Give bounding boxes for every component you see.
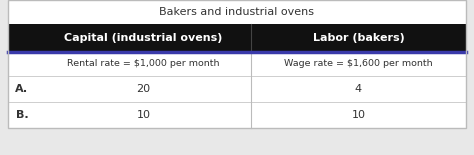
Text: 10: 10	[352, 110, 365, 120]
Bar	[8, 24, 466, 52]
Text: Capital (industrial ovens): Capital (industrial ovens)	[64, 33, 223, 43]
Text: 20: 20	[137, 84, 151, 94]
Text: B.: B.	[16, 110, 28, 120]
Bar	[8, 52, 466, 76]
Bar	[8, 0, 466, 128]
Text: A.: A.	[16, 84, 28, 94]
Bar	[8, 76, 466, 102]
Text: Labor (bakers): Labor (bakers)	[313, 33, 404, 43]
Text: 4: 4	[355, 84, 362, 94]
Bar	[8, 0, 466, 24]
Text: Rental rate = $1,000 per month: Rental rate = $1,000 per month	[67, 60, 220, 69]
Bar	[8, 0, 466, 128]
Text: Wage rate = $1,600 per month: Wage rate = $1,600 per month	[284, 60, 433, 69]
Bar	[8, 102, 466, 128]
Text: 10: 10	[137, 110, 151, 120]
Text: Bakers and industrial ovens: Bakers and industrial ovens	[159, 7, 315, 17]
